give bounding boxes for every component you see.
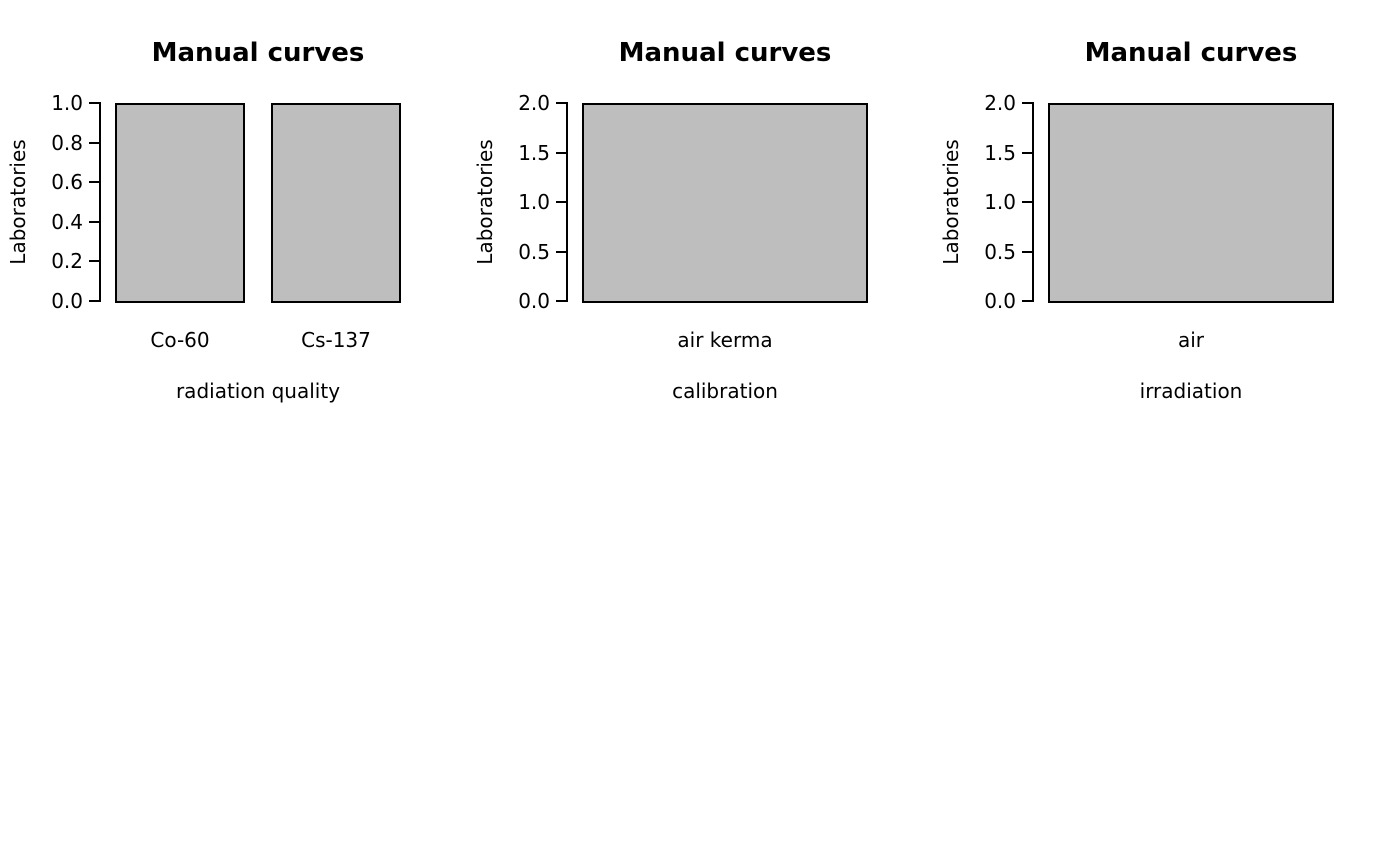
y-tick: [1022, 250, 1033, 253]
y-tick: [556, 250, 567, 253]
y-axis-line: [99, 102, 101, 302]
y-tick: [1022, 102, 1033, 104]
chart-title: Manual curves: [151, 38, 365, 68]
y-axis-line: [1032, 102, 1034, 302]
y-tick-label: 0.0: [51, 289, 83, 313]
category-label: Cs-137: [301, 328, 371, 352]
y-axis-label: Laboratories: [6, 139, 30, 265]
y-tick-label: 0.8: [51, 130, 83, 155]
y-tick-label: 1.0: [518, 190, 550, 214]
x-axis-label: irradiation: [1139, 379, 1243, 403]
y-tick: [89, 220, 100, 223]
y-tick-label: 0.5: [518, 239, 550, 264]
y-tick: [556, 300, 567, 302]
y-tick: [89, 300, 100, 302]
y-tick: [89, 260, 100, 263]
y-tick-label: 0.2: [51, 249, 83, 274]
y-tick: [1022, 300, 1033, 302]
chart-title: Manual curves: [1084, 38, 1298, 68]
y-tick-label: 1.5: [518, 140, 550, 165]
x-axis-label: radiation quality: [175, 379, 341, 403]
y-tick: [556, 102, 567, 104]
chart-panel-radiation-quality: Manual curves Laboratories radiation qua…: [0, 0, 467, 433]
category-label: air: [1177, 328, 1205, 352]
y-tick: [556, 151, 567, 154]
y-tick-label: 0.4: [51, 209, 83, 234]
y-tick-label: 0.0: [518, 289, 550, 313]
y-tick-label: 0.6: [51, 170, 83, 195]
y-tick-label: 2.0: [984, 91, 1016, 115]
chart-panel-calibration: Manual curves Laboratories calibration 0…: [467, 0, 934, 433]
y-tick: [89, 141, 100, 144]
y-tick: [89, 102, 100, 104]
y-tick-label: 1.0: [51, 91, 83, 115]
category-label: Co-60: [150, 328, 210, 352]
y-tick: [1022, 151, 1033, 154]
chart-panel-irradiation: Manual curves Laboratories irradiation 0…: [933, 0, 1400, 433]
bar-Cs-137: [271, 103, 401, 303]
category-label: air kerma: [677, 328, 773, 352]
y-axis-line: [566, 102, 568, 302]
y-tick: [556, 201, 567, 203]
bar-Co-60: [115, 103, 245, 303]
x-axis-label: calibration: [672, 379, 778, 403]
y-tick-label: 0.0: [984, 289, 1016, 313]
bar-air kerma: [582, 103, 868, 303]
y-tick-label: 0.5: [984, 239, 1016, 264]
bar-air: [1048, 103, 1334, 303]
y-tick: [1022, 201, 1033, 203]
chart-title: Manual curves: [618, 38, 832, 68]
y-tick-label: 1.0: [984, 190, 1016, 214]
y-tick-label: 2.0: [518, 91, 550, 115]
y-tick: [89, 181, 100, 184]
y-tick-label: 1.5: [984, 140, 1016, 165]
